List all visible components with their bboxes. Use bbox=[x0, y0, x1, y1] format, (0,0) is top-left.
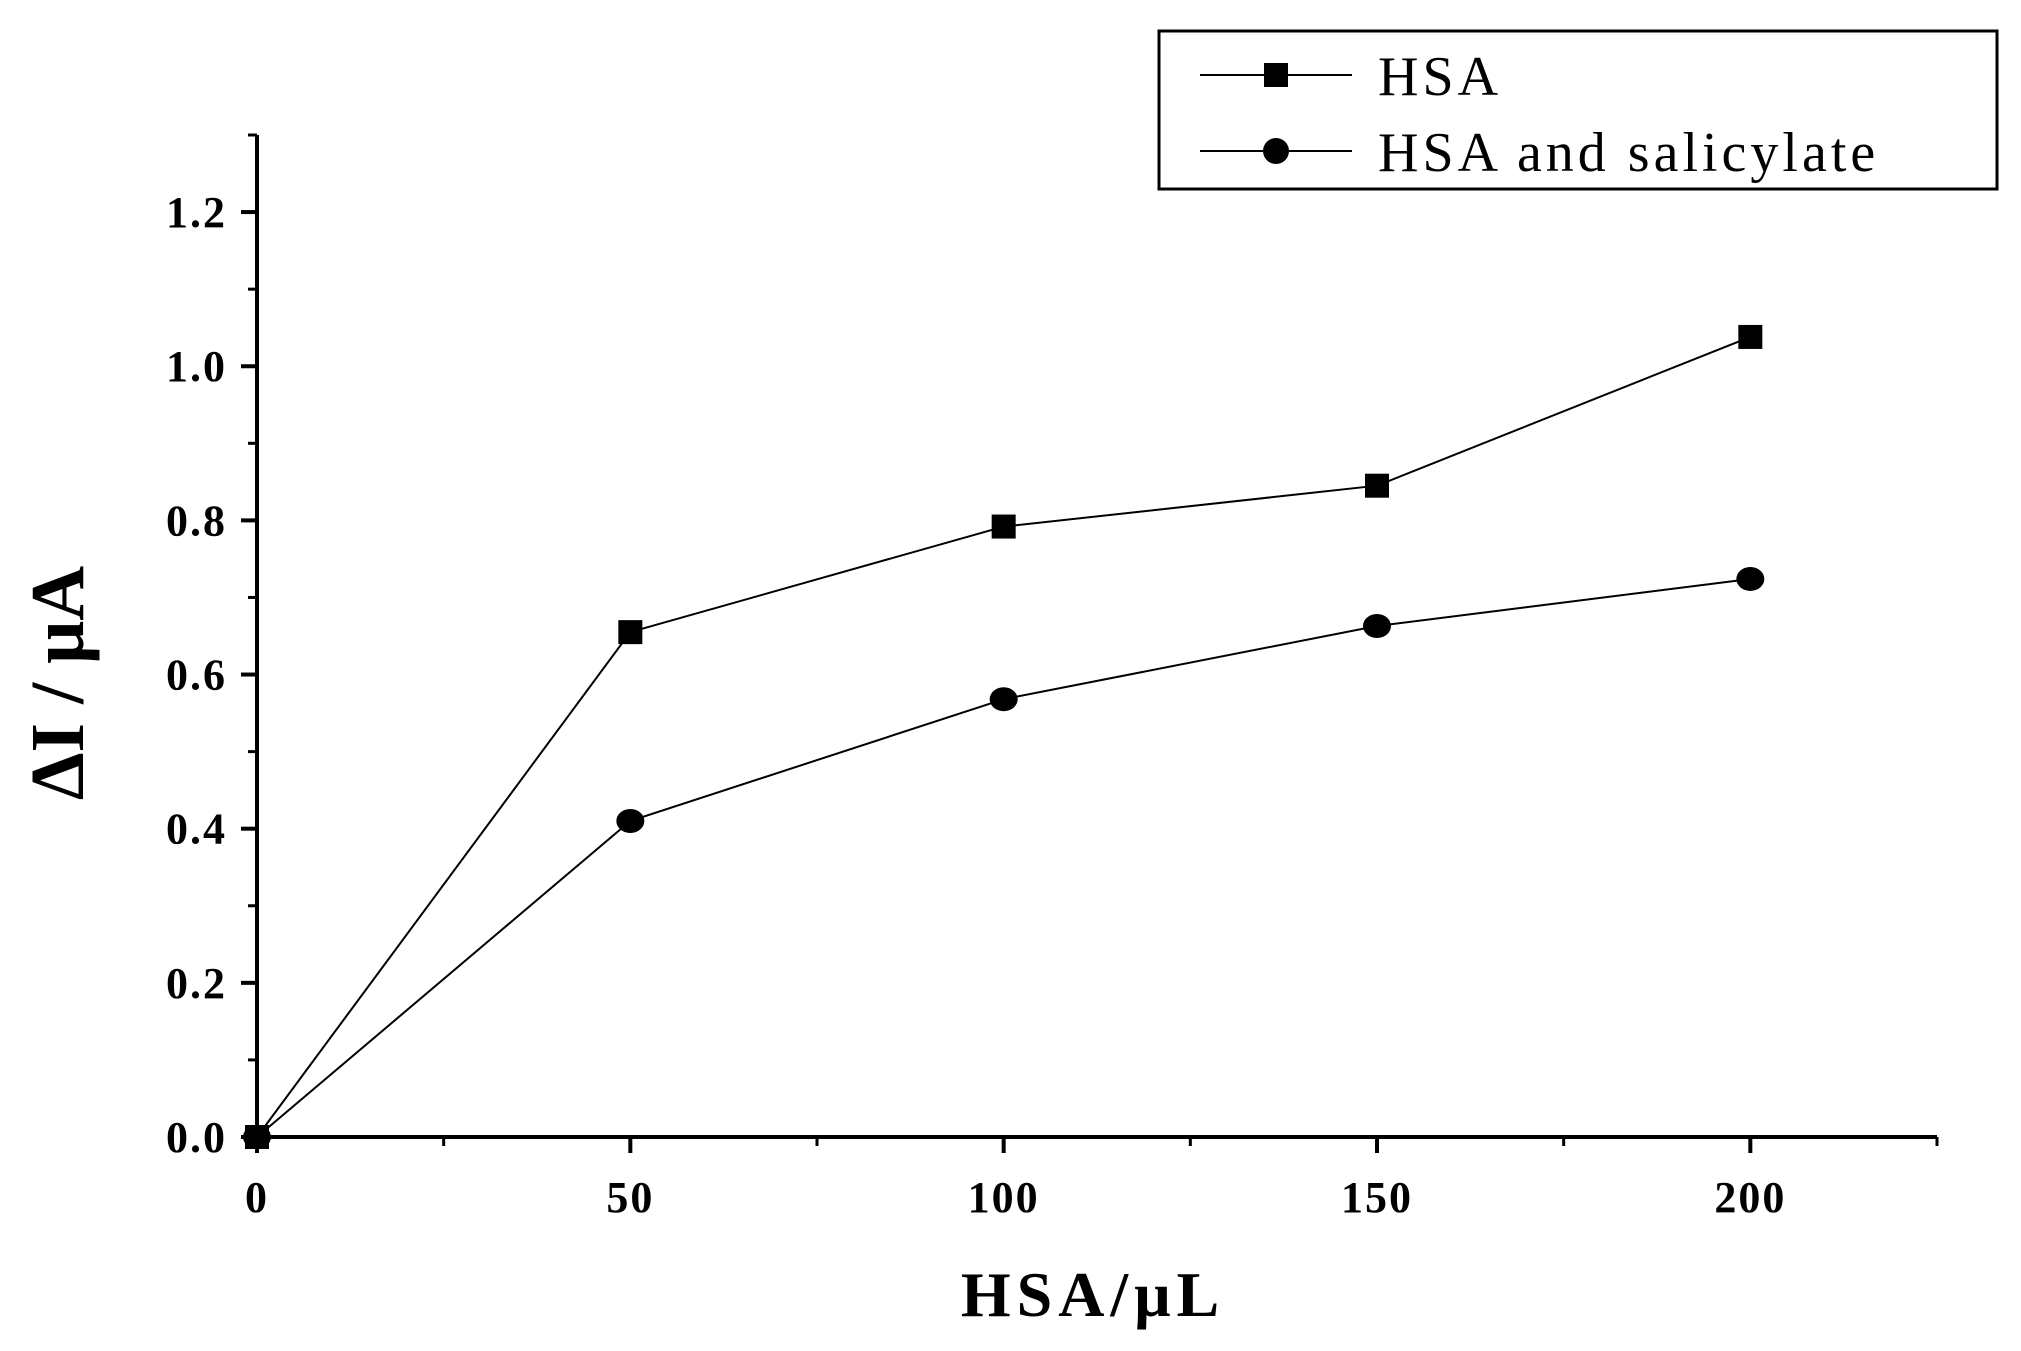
legend: HSA HSA and salicylate bbox=[1157, 29, 1999, 191]
data-point-circle bbox=[243, 1125, 271, 1149]
legend-label-hsa: HSA bbox=[1378, 46, 1502, 108]
data-point-square bbox=[991, 514, 1016, 539]
legend-box bbox=[1157, 29, 1999, 191]
data-point-circle bbox=[1736, 566, 1765, 591]
x-tick-label: 0 bbox=[245, 1173, 269, 1222]
series-line-1 bbox=[256, 578, 1751, 1138]
data-point-circle bbox=[989, 687, 1018, 712]
y-tick-label: 0.2 bbox=[166, 959, 227, 1008]
series-markers bbox=[243, 324, 1765, 1149]
axes bbox=[255, 135, 1937, 1139]
series-lines bbox=[256, 335, 1751, 1138]
legend-circle-marker bbox=[1263, 138, 1289, 164]
y-tick-label: 0.8 bbox=[166, 496, 227, 545]
y-tick-label: 0.4 bbox=[166, 805, 227, 854]
y-tick-label: 1.0 bbox=[166, 342, 227, 391]
series-line-0 bbox=[256, 335, 1751, 1138]
legend-label-hsa-salicylate: HSA and salicylate bbox=[1378, 122, 1879, 184]
x-tick-label: 200 bbox=[1714, 1173, 1786, 1222]
x-tick-label: 100 bbox=[968, 1173, 1040, 1222]
legend-square-marker bbox=[1264, 63, 1288, 87]
y-tick-label: 0.6 bbox=[166, 651, 227, 700]
data-point-square bbox=[1365, 473, 1389, 498]
x-tick-label: 150 bbox=[1341, 1173, 1413, 1222]
data-point-square bbox=[618, 620, 643, 645]
data-point-square bbox=[1738, 324, 1763, 349]
data-point-circle bbox=[1363, 613, 1391, 638]
x-tick-label: 50 bbox=[606, 1173, 654, 1222]
data-point-circle bbox=[616, 808, 645, 833]
ticks: 0.0 0.2 0.4 0.6 0.8 1.0 1.2 0 50 100 150 200 bbox=[166, 133, 1939, 1222]
legend-entry-hsa-salicylate: HSA and salicylate bbox=[1200, 122, 1879, 184]
legend-entry-hsa: HSA bbox=[1200, 46, 1502, 108]
x-axis-title: HSA/μL bbox=[961, 1259, 1225, 1330]
y-tick-label: 0.0 bbox=[166, 1113, 227, 1162]
y-tick-label: 1.2 bbox=[166, 188, 227, 237]
y-axis-title: ΔI / μA bbox=[16, 566, 100, 800]
